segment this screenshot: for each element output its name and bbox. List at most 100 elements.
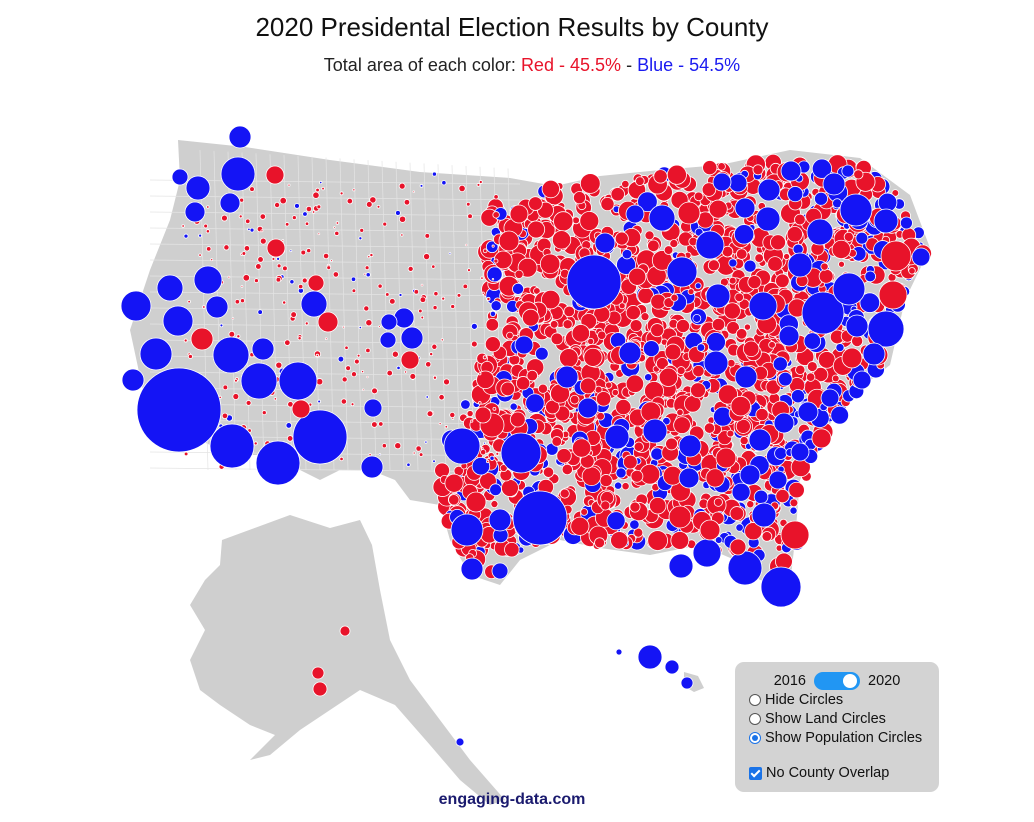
county-circle[interactable] bbox=[647, 239, 660, 252]
county-circle[interactable] bbox=[490, 300, 502, 312]
county-circle[interactable] bbox=[302, 211, 308, 217]
county-circle[interactable] bbox=[733, 224, 755, 245]
county-circle[interactable] bbox=[753, 489, 769, 505]
county-circle[interactable] bbox=[376, 204, 381, 209]
county-circle[interactable] bbox=[577, 397, 599, 419]
county-circle[interactable] bbox=[561, 463, 573, 476]
county-circle[interactable] bbox=[419, 184, 424, 188]
county-circle[interactable] bbox=[379, 331, 397, 349]
county-circle[interactable] bbox=[553, 211, 574, 232]
county-circle[interactable] bbox=[480, 449, 487, 456]
county-circle[interactable] bbox=[806, 361, 818, 372]
county-circle[interactable] bbox=[789, 506, 798, 515]
county-circle[interactable] bbox=[768, 470, 788, 490]
county-circle[interactable] bbox=[255, 440, 301, 486]
county-circle[interactable] bbox=[703, 350, 729, 376]
county-circle[interactable] bbox=[344, 345, 349, 350]
county-circle[interactable] bbox=[794, 213, 806, 226]
county-circle[interactable] bbox=[695, 230, 725, 260]
county-circle[interactable] bbox=[864, 270, 877, 283]
county-circle[interactable] bbox=[693, 191, 704, 202]
county-circle[interactable] bbox=[240, 298, 245, 304]
county-circle[interactable] bbox=[333, 226, 336, 229]
county-circle[interactable] bbox=[583, 347, 603, 367]
county-circle[interactable] bbox=[371, 387, 378, 395]
county-circle[interactable] bbox=[297, 336, 302, 341]
county-circle[interactable] bbox=[514, 269, 524, 279]
county-circle[interactable] bbox=[579, 377, 597, 395]
county-circle[interactable] bbox=[478, 401, 482, 405]
county-circle[interactable] bbox=[249, 227, 255, 233]
county-circle[interactable] bbox=[403, 199, 411, 206]
county-circle[interactable] bbox=[692, 538, 722, 568]
county-circle[interactable] bbox=[456, 293, 462, 298]
county-circle[interactable] bbox=[579, 173, 601, 194]
county-circle[interactable] bbox=[615, 648, 623, 656]
county-circle[interactable] bbox=[234, 378, 238, 383]
county-circle[interactable] bbox=[443, 378, 450, 386]
county-circle[interactable] bbox=[358, 325, 362, 330]
county-circle[interactable] bbox=[467, 268, 471, 272]
county-circle[interactable] bbox=[362, 388, 365, 392]
county-circle[interactable] bbox=[184, 201, 206, 223]
county-circle[interactable] bbox=[537, 383, 548, 394]
county-circle[interactable] bbox=[754, 253, 764, 263]
county-circle[interactable] bbox=[306, 248, 312, 254]
county-circle[interactable] bbox=[300, 249, 307, 256]
county-circle[interactable] bbox=[482, 355, 487, 360]
county-circle[interactable] bbox=[811, 158, 833, 179]
county-circle[interactable] bbox=[482, 248, 488, 254]
county-circle[interactable] bbox=[727, 550, 763, 586]
county-circle[interactable] bbox=[350, 276, 357, 282]
county-circle[interactable] bbox=[628, 267, 647, 286]
county-circle[interactable] bbox=[394, 442, 402, 450]
county-circle[interactable] bbox=[162, 305, 194, 337]
county-circle[interactable] bbox=[675, 318, 691, 334]
county-circle[interactable] bbox=[386, 369, 393, 377]
county-circle[interactable] bbox=[701, 182, 717, 197]
county-circle[interactable] bbox=[629, 501, 641, 513]
county-circle[interactable] bbox=[412, 451, 416, 455]
county-circle[interactable] bbox=[655, 357, 669, 370]
county-circle[interactable] bbox=[615, 467, 627, 479]
county-circle[interactable] bbox=[820, 388, 840, 408]
county-circle[interactable] bbox=[908, 267, 916, 275]
county-circle[interactable] bbox=[398, 293, 403, 297]
county-circle[interactable] bbox=[506, 331, 514, 340]
county-circle[interactable] bbox=[279, 196, 287, 205]
county-circle[interactable] bbox=[449, 411, 456, 419]
county-circle[interactable] bbox=[121, 368, 145, 392]
county-circle[interactable] bbox=[773, 412, 795, 434]
county-circle[interactable] bbox=[317, 311, 339, 333]
county-circle[interactable] bbox=[391, 350, 399, 358]
county-circle[interactable] bbox=[541, 179, 560, 199]
county-circle[interactable] bbox=[678, 434, 702, 458]
county-circle[interactable] bbox=[787, 252, 813, 278]
county-circle[interactable] bbox=[222, 384, 229, 391]
county-circle[interactable] bbox=[670, 531, 690, 550]
county-circle[interactable] bbox=[550, 332, 564, 346]
county-circle[interactable] bbox=[843, 231, 854, 242]
county-circle[interactable] bbox=[694, 282, 702, 290]
county-circle[interactable] bbox=[223, 244, 230, 251]
county-circle[interactable] bbox=[470, 322, 478, 330]
county-circle[interactable] bbox=[311, 666, 325, 680]
county-circle[interactable] bbox=[492, 211, 500, 219]
county-circle[interactable] bbox=[227, 275, 231, 279]
county-circle[interactable] bbox=[423, 253, 431, 261]
county-circle[interactable] bbox=[284, 222, 290, 227]
county-circle[interactable] bbox=[425, 395, 429, 399]
county-circle[interactable] bbox=[443, 427, 481, 465]
county-circle[interactable] bbox=[666, 164, 687, 185]
county-circle[interactable] bbox=[647, 530, 669, 551]
county-circle[interactable] bbox=[734, 365, 758, 389]
county-circle[interactable] bbox=[476, 183, 481, 187]
county-circle[interactable] bbox=[275, 276, 282, 283]
county-circle[interactable] bbox=[440, 338, 444, 342]
county-circle[interactable] bbox=[260, 229, 264, 233]
county-circle[interactable] bbox=[761, 531, 773, 542]
county-circle[interactable] bbox=[304, 221, 310, 226]
county-circle[interactable] bbox=[751, 502, 777, 528]
county-circle[interactable] bbox=[778, 325, 800, 347]
